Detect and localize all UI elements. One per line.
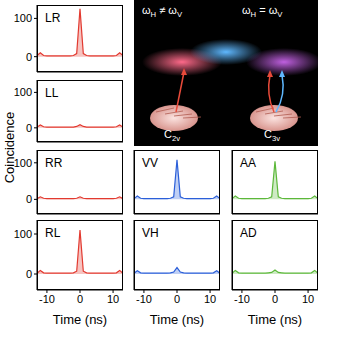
svg-text:0: 0 bbox=[26, 51, 32, 63]
html-text:VH: VH bbox=[142, 226, 159, 240]
html-text:AA: AA bbox=[240, 156, 256, 170]
svg-text:10: 10 bbox=[302, 293, 314, 305]
svg-text:0: 0 bbox=[26, 193, 32, 205]
html-text:RR: RR bbox=[45, 156, 63, 170]
html-text:ωH≠ ωV: ωH≠ ωV bbox=[142, 4, 182, 20]
svg-text:0: 0 bbox=[77, 293, 83, 305]
svg-text:-10: -10 bbox=[39, 293, 55, 305]
svg-text:0: 0 bbox=[174, 293, 180, 305]
html-text:VV: VV bbox=[142, 156, 158, 170]
svg-text:0: 0 bbox=[26, 122, 32, 134]
svg-text:100: 100 bbox=[14, 86, 32, 98]
html-text:RL: RL bbox=[45, 226, 61, 240]
svg-text:100: 100 bbox=[14, 12, 32, 24]
svg-text:100: 100 bbox=[14, 157, 32, 169]
svg-text:0: 0 bbox=[26, 268, 32, 280]
svg-text:10: 10 bbox=[204, 293, 216, 305]
svg-text:-10: -10 bbox=[234, 293, 250, 305]
html-text:C2v: C2v bbox=[164, 128, 181, 144]
html-text:C3v: C3v bbox=[264, 128, 281, 144]
svg-text:-10: -10 bbox=[136, 293, 152, 305]
svg-text:0: 0 bbox=[272, 293, 278, 305]
html-text:Coincidence: Coincidence bbox=[1, 111, 17, 184]
html-text:Time (ns): Time (ns) bbox=[149, 312, 205, 327]
svg-text:10: 10 bbox=[107, 293, 119, 305]
html-text:Time (ns): Time (ns) bbox=[52, 312, 108, 327]
html-text:LR: LR bbox=[45, 11, 61, 25]
html-text:ωH= ωV: ωH= ωV bbox=[242, 4, 283, 20]
html-text:Time (ns): Time (ns) bbox=[247, 312, 303, 327]
html-text:LL: LL bbox=[45, 86, 59, 100]
html-text:AD: AD bbox=[240, 226, 257, 240]
svg-text:100: 100 bbox=[14, 228, 32, 240]
